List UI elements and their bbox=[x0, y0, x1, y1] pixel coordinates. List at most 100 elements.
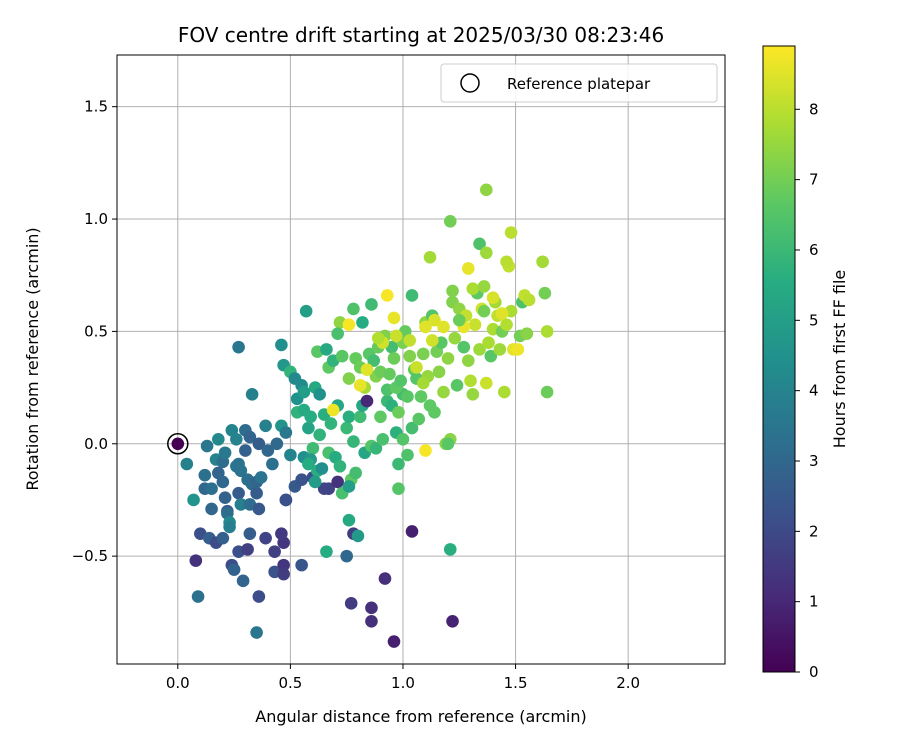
data-point bbox=[365, 601, 378, 615]
data-point bbox=[335, 349, 349, 363]
data-point bbox=[279, 426, 293, 439]
data-point bbox=[308, 475, 322, 489]
data-point bbox=[189, 554, 203, 567]
data-point bbox=[480, 376, 493, 390]
data-points bbox=[180, 183, 554, 648]
data-point bbox=[250, 486, 263, 500]
data-point bbox=[180, 457, 194, 471]
data-point bbox=[187, 493, 200, 507]
x-tick-label: 0.5 bbox=[278, 674, 302, 692]
data-point bbox=[405, 525, 419, 538]
data-point bbox=[410, 361, 423, 374]
data-point bbox=[342, 480, 356, 493]
data-point bbox=[378, 572, 392, 585]
data-point bbox=[234, 498, 248, 511]
data-point bbox=[340, 549, 353, 563]
data-point bbox=[396, 432, 410, 446]
data-point bbox=[365, 615, 378, 628]
data-point bbox=[457, 340, 471, 354]
data-point bbox=[405, 421, 419, 435]
data-point bbox=[452, 313, 466, 327]
data-point bbox=[461, 354, 475, 367]
reference-ring bbox=[167, 433, 189, 455]
data-point bbox=[466, 282, 480, 296]
data-point bbox=[259, 531, 272, 545]
data-point bbox=[218, 491, 232, 505]
data-point bbox=[367, 354, 381, 367]
data-point bbox=[342, 372, 356, 385]
data-point bbox=[297, 385, 311, 399]
data-point bbox=[331, 327, 344, 340]
data-point bbox=[466, 388, 480, 401]
data-point bbox=[353, 410, 367, 424]
data-point bbox=[198, 468, 212, 482]
data-point bbox=[401, 390, 414, 403]
colorbar-tick-label: 6 bbox=[809, 241, 819, 259]
y-tick-label: 0.5 bbox=[84, 322, 108, 340]
data-point bbox=[428, 313, 441, 327]
data-point bbox=[392, 482, 405, 496]
data-point bbox=[414, 390, 428, 403]
colorbar-tick-label: 2 bbox=[809, 522, 819, 540]
data-point bbox=[480, 183, 493, 197]
data-point bbox=[392, 457, 405, 471]
data-point bbox=[302, 457, 315, 471]
data-point bbox=[387, 352, 401, 365]
data-point bbox=[250, 626, 263, 639]
data-point bbox=[520, 327, 534, 340]
data-point bbox=[200, 439, 214, 453]
legend-box bbox=[440, 63, 718, 103]
data-point bbox=[212, 432, 225, 446]
data-point bbox=[441, 437, 455, 451]
x-axis-label: Angular distance from reference (arcmin) bbox=[255, 707, 586, 726]
legend: Reference platepar bbox=[440, 63, 718, 103]
data-point bbox=[252, 590, 266, 603]
data-point bbox=[205, 502, 218, 516]
data-point bbox=[243, 430, 257, 444]
data-point bbox=[333, 459, 347, 473]
x-tick-label: 2.0 bbox=[616, 674, 640, 692]
data-point bbox=[446, 615, 459, 628]
data-point bbox=[234, 464, 248, 478]
data-point bbox=[239, 444, 252, 457]
data-point bbox=[232, 486, 245, 500]
data-point bbox=[191, 590, 205, 603]
data-point bbox=[315, 462, 329, 475]
data-point bbox=[230, 432, 243, 446]
colorbar-label: Hours from first FF file bbox=[830, 270, 849, 449]
data-point bbox=[405, 289, 419, 302]
y-axis-label: Rotation from reference (arcmin) bbox=[23, 227, 42, 490]
data-point bbox=[504, 226, 518, 239]
data-point bbox=[473, 237, 486, 251]
data-point bbox=[326, 403, 340, 417]
data-point bbox=[302, 421, 315, 435]
data-point bbox=[482, 336, 495, 349]
data-point bbox=[349, 466, 362, 480]
data-point bbox=[216, 475, 230, 489]
data-point bbox=[236, 574, 250, 588]
data-point bbox=[279, 493, 293, 507]
data-point bbox=[227, 563, 241, 576]
y-tick-label: 0.0 bbox=[84, 435, 108, 453]
colorbar-tick-label: 3 bbox=[809, 452, 819, 470]
y-tick-label: −0.5 bbox=[72, 547, 108, 565]
data-point bbox=[347, 435, 360, 448]
data-point bbox=[480, 246, 493, 260]
data-point bbox=[387, 311, 401, 325]
colorbar-tick-label: 0 bbox=[809, 663, 819, 681]
data-point bbox=[540, 325, 554, 338]
data-point bbox=[536, 255, 549, 269]
data-point bbox=[387, 635, 401, 648]
data-point bbox=[374, 410, 387, 424]
data-point bbox=[342, 318, 356, 331]
data-point bbox=[412, 412, 426, 426]
data-point bbox=[340, 421, 353, 435]
data-point bbox=[245, 388, 259, 401]
data-point bbox=[403, 349, 417, 363]
data-point bbox=[500, 318, 513, 331]
data-point bbox=[416, 376, 430, 390]
x-tick-label: 1.5 bbox=[504, 674, 528, 692]
data-point bbox=[320, 343, 333, 356]
data-point bbox=[216, 531, 230, 545]
data-point bbox=[376, 432, 390, 446]
